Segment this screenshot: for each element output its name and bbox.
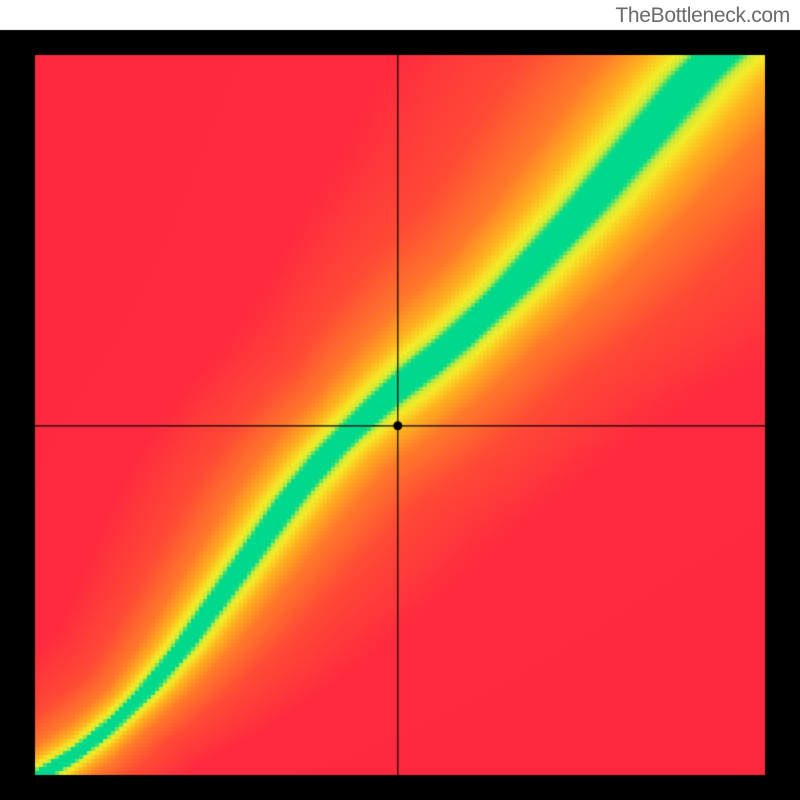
watermark-text: TheBottleneck.com bbox=[615, 4, 790, 28]
heatmap-canvas bbox=[0, 0, 800, 800]
chart-container: TheBottleneck.com bbox=[0, 0, 800, 800]
